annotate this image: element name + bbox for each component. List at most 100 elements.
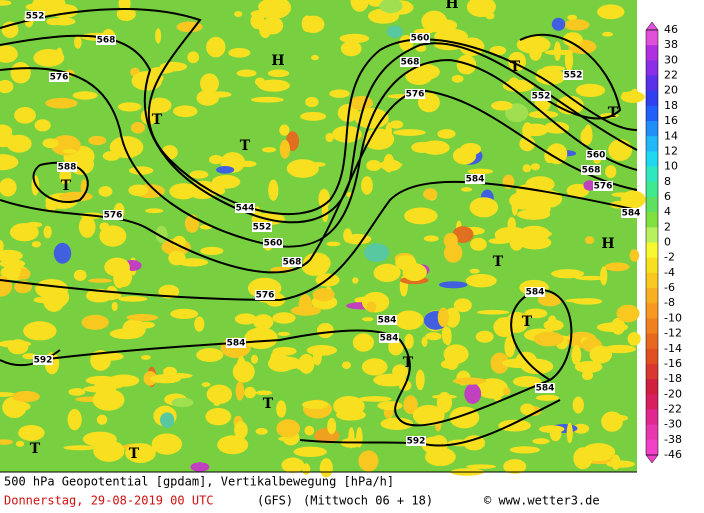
field-blob [566, 183, 590, 198]
field-blob [150, 374, 181, 384]
field-blob [564, 19, 590, 31]
field-blob [293, 446, 327, 458]
field-blob [200, 73, 219, 94]
field-blob [18, 424, 45, 441]
field-blob [503, 387, 511, 396]
field-blob [5, 261, 21, 280]
colorbar-swatch [646, 363, 658, 380]
field-blob [562, 32, 583, 47]
field-blob [350, 0, 369, 12]
colorbar-label: -2 [664, 251, 675, 264]
field-blob [329, 89, 350, 98]
field-blob [575, 83, 606, 98]
field-blob [583, 180, 596, 191]
footer-run: (Mittwoch 06 + 18) [303, 494, 433, 508]
contour-label: 584 [526, 288, 545, 298]
field-blob [15, 440, 25, 447]
field-blob [476, 309, 510, 315]
colorbar-swatch [646, 60, 658, 77]
colorbar-swatch [646, 212, 658, 228]
field-blob [302, 259, 329, 276]
field-blob [383, 154, 395, 173]
field-blob [597, 4, 625, 20]
contour-label: 560 [587, 151, 606, 161]
field-blob [290, 305, 321, 316]
colorbar-label: -30 [664, 418, 682, 431]
field-blob [395, 255, 417, 271]
field-blob [300, 111, 327, 121]
pressure-center: T [129, 446, 140, 462]
field-blob [140, 355, 151, 360]
field-blob [393, 129, 426, 136]
contour-label-bg [255, 290, 275, 300]
field-blob [437, 307, 449, 327]
field-blob [67, 408, 82, 431]
field-blob [419, 67, 427, 77]
field-blob [423, 188, 438, 200]
colorbar-swatch [646, 105, 658, 122]
contour-label-bg [235, 203, 255, 213]
field-blob [0, 340, 32, 348]
field-blob [533, 331, 564, 347]
field-blob [532, 438, 550, 445]
colorbar-label: -20 [664, 387, 682, 400]
field-blob [443, 232, 458, 249]
field-blob [254, 77, 266, 87]
field-blob [405, 66, 433, 85]
contour-label-bg [252, 222, 272, 232]
pressure-center: T [30, 441, 41, 457]
contour-label: 584 [466, 175, 485, 185]
field-blob [244, 327, 278, 350]
field-blob [118, 296, 148, 302]
colorbar-label: 22 [664, 69, 678, 82]
field-blob [423, 235, 439, 242]
field-blob [105, 285, 118, 301]
colorbar-swatch [646, 348, 658, 365]
colorbar-swatch [646, 75, 658, 92]
contour-label: 592 [34, 356, 53, 366]
field-blob [488, 238, 511, 244]
field-blob [333, 395, 365, 417]
field-blob [6, 134, 32, 153]
field-blob [341, 361, 352, 369]
field-blob [600, 266, 608, 286]
field-blob [3, 401, 31, 412]
field-blob [312, 346, 322, 366]
field-blob [404, 333, 414, 349]
field-blob [286, 159, 319, 178]
colorbar-swatch [646, 394, 658, 410]
field-blob [436, 391, 453, 413]
field-blob [43, 225, 52, 239]
field-blob [361, 358, 388, 376]
contour-label: 560 [411, 34, 430, 44]
field-blob [522, 164, 532, 173]
contour-label: 552 [26, 12, 45, 22]
contour-label-bg [282, 257, 302, 267]
field-blob [206, 36, 226, 58]
field-blob [444, 352, 460, 370]
pressure-center: H [601, 236, 614, 252]
field-blob [239, 160, 257, 168]
field-blob [421, 336, 428, 347]
field-blob [452, 377, 487, 385]
field-blob [122, 319, 146, 339]
field-blob [234, 313, 257, 325]
field-blob [379, 0, 403, 14]
field-blob [0, 249, 23, 262]
colorbar-label: -6 [664, 281, 675, 294]
colorbar: 4638302220181614121086420-2-4-6-8-10-12-… [645, 21, 682, 464]
field-blob [301, 15, 325, 34]
field-blob [276, 419, 301, 438]
contour-label-bg [581, 165, 601, 175]
field-blob [255, 390, 273, 396]
field-blob [366, 159, 382, 172]
field-blob [349, 95, 374, 111]
field-blob [236, 356, 246, 378]
field-blob [298, 353, 315, 374]
field-blob [629, 249, 640, 262]
field-blob [0, 79, 14, 94]
field-blob [10, 62, 31, 84]
pressure-center: T [240, 138, 251, 154]
field-blob [46, 18, 62, 26]
pressure-center: T [61, 178, 72, 194]
